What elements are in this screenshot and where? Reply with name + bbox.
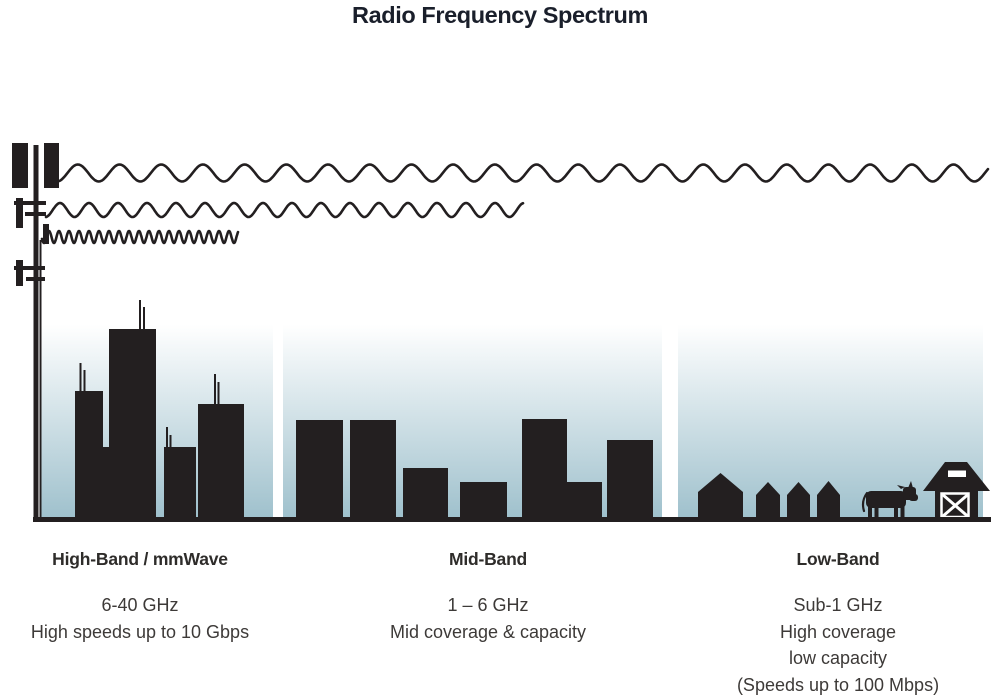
band-label-low-band: Low-Band Sub-1 GHz High coverage low capac…: [708, 549, 968, 698]
building: [460, 482, 507, 521]
band-detail-line: Mid coverage & capacity: [389, 621, 587, 642]
ground-baseline: [33, 517, 991, 522]
building: [75, 391, 103, 521]
building: [164, 447, 196, 521]
house-icon: [787, 482, 810, 521]
band-details: 1 – 6 GHz Mid coverage & capacity: [358, 592, 618, 645]
building: [296, 420, 343, 521]
band-detail-line: High speeds up to 10 Gbps: [30, 621, 250, 642]
band-detail-line: low capacity: [788, 648, 888, 668]
building: [103, 447, 109, 521]
band-detail-line: 6-40 GHz: [101, 595, 179, 615]
building: [350, 420, 396, 521]
cow-icon: [861, 481, 918, 520]
building: [567, 482, 602, 521]
high-frequency-wave: [40, 229, 240, 245]
low-frequency-wave: [46, 163, 990, 183]
band-heading: Mid-Band: [448, 549, 528, 569]
building: [403, 468, 448, 521]
band-heading: Low-Band: [796, 549, 880, 569]
band-label-high-band: High-Band / mmWave 6-40 GHz High speeds u…: [10, 549, 270, 645]
mid-frequency-wave: [44, 201, 525, 219]
band-heading: High-Band / mmWave: [52, 549, 228, 569]
page-title: Radio Frequency Spectrum: [352, 2, 648, 28]
band-details: Sub-1 GHz High coverage low capacity (Speed…: [708, 592, 968, 698]
house-icon: [756, 482, 780, 521]
band-detail-line: Sub-1 GHz: [793, 595, 883, 615]
cell-tower-icon: [12, 143, 59, 520]
building: [198, 404, 244, 521]
building: [109, 329, 156, 521]
building: [607, 440, 653, 521]
building: [522, 419, 567, 521]
house-icon: [817, 481, 840, 521]
house-icon: [698, 473, 743, 521]
band-details: 6-40 GHz High speeds up to 10 Gbps: [10, 592, 270, 645]
band-detail-line: 1 – 6 GHz: [447, 595, 529, 615]
band-detail-line: (Speeds up to 100 Mbps): [736, 674, 940, 695]
band-label-mid-band: Mid-Band 1 – 6 GHz Mid coverage & capacit…: [358, 549, 618, 645]
band-detail-line: High coverage: [779, 621, 897, 642]
